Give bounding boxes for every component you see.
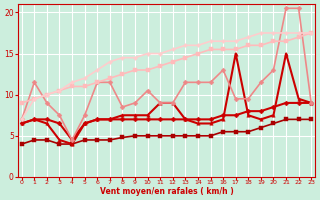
X-axis label: Vent moyen/en rafales ( km/h ): Vent moyen/en rafales ( km/h ) [100,187,233,196]
